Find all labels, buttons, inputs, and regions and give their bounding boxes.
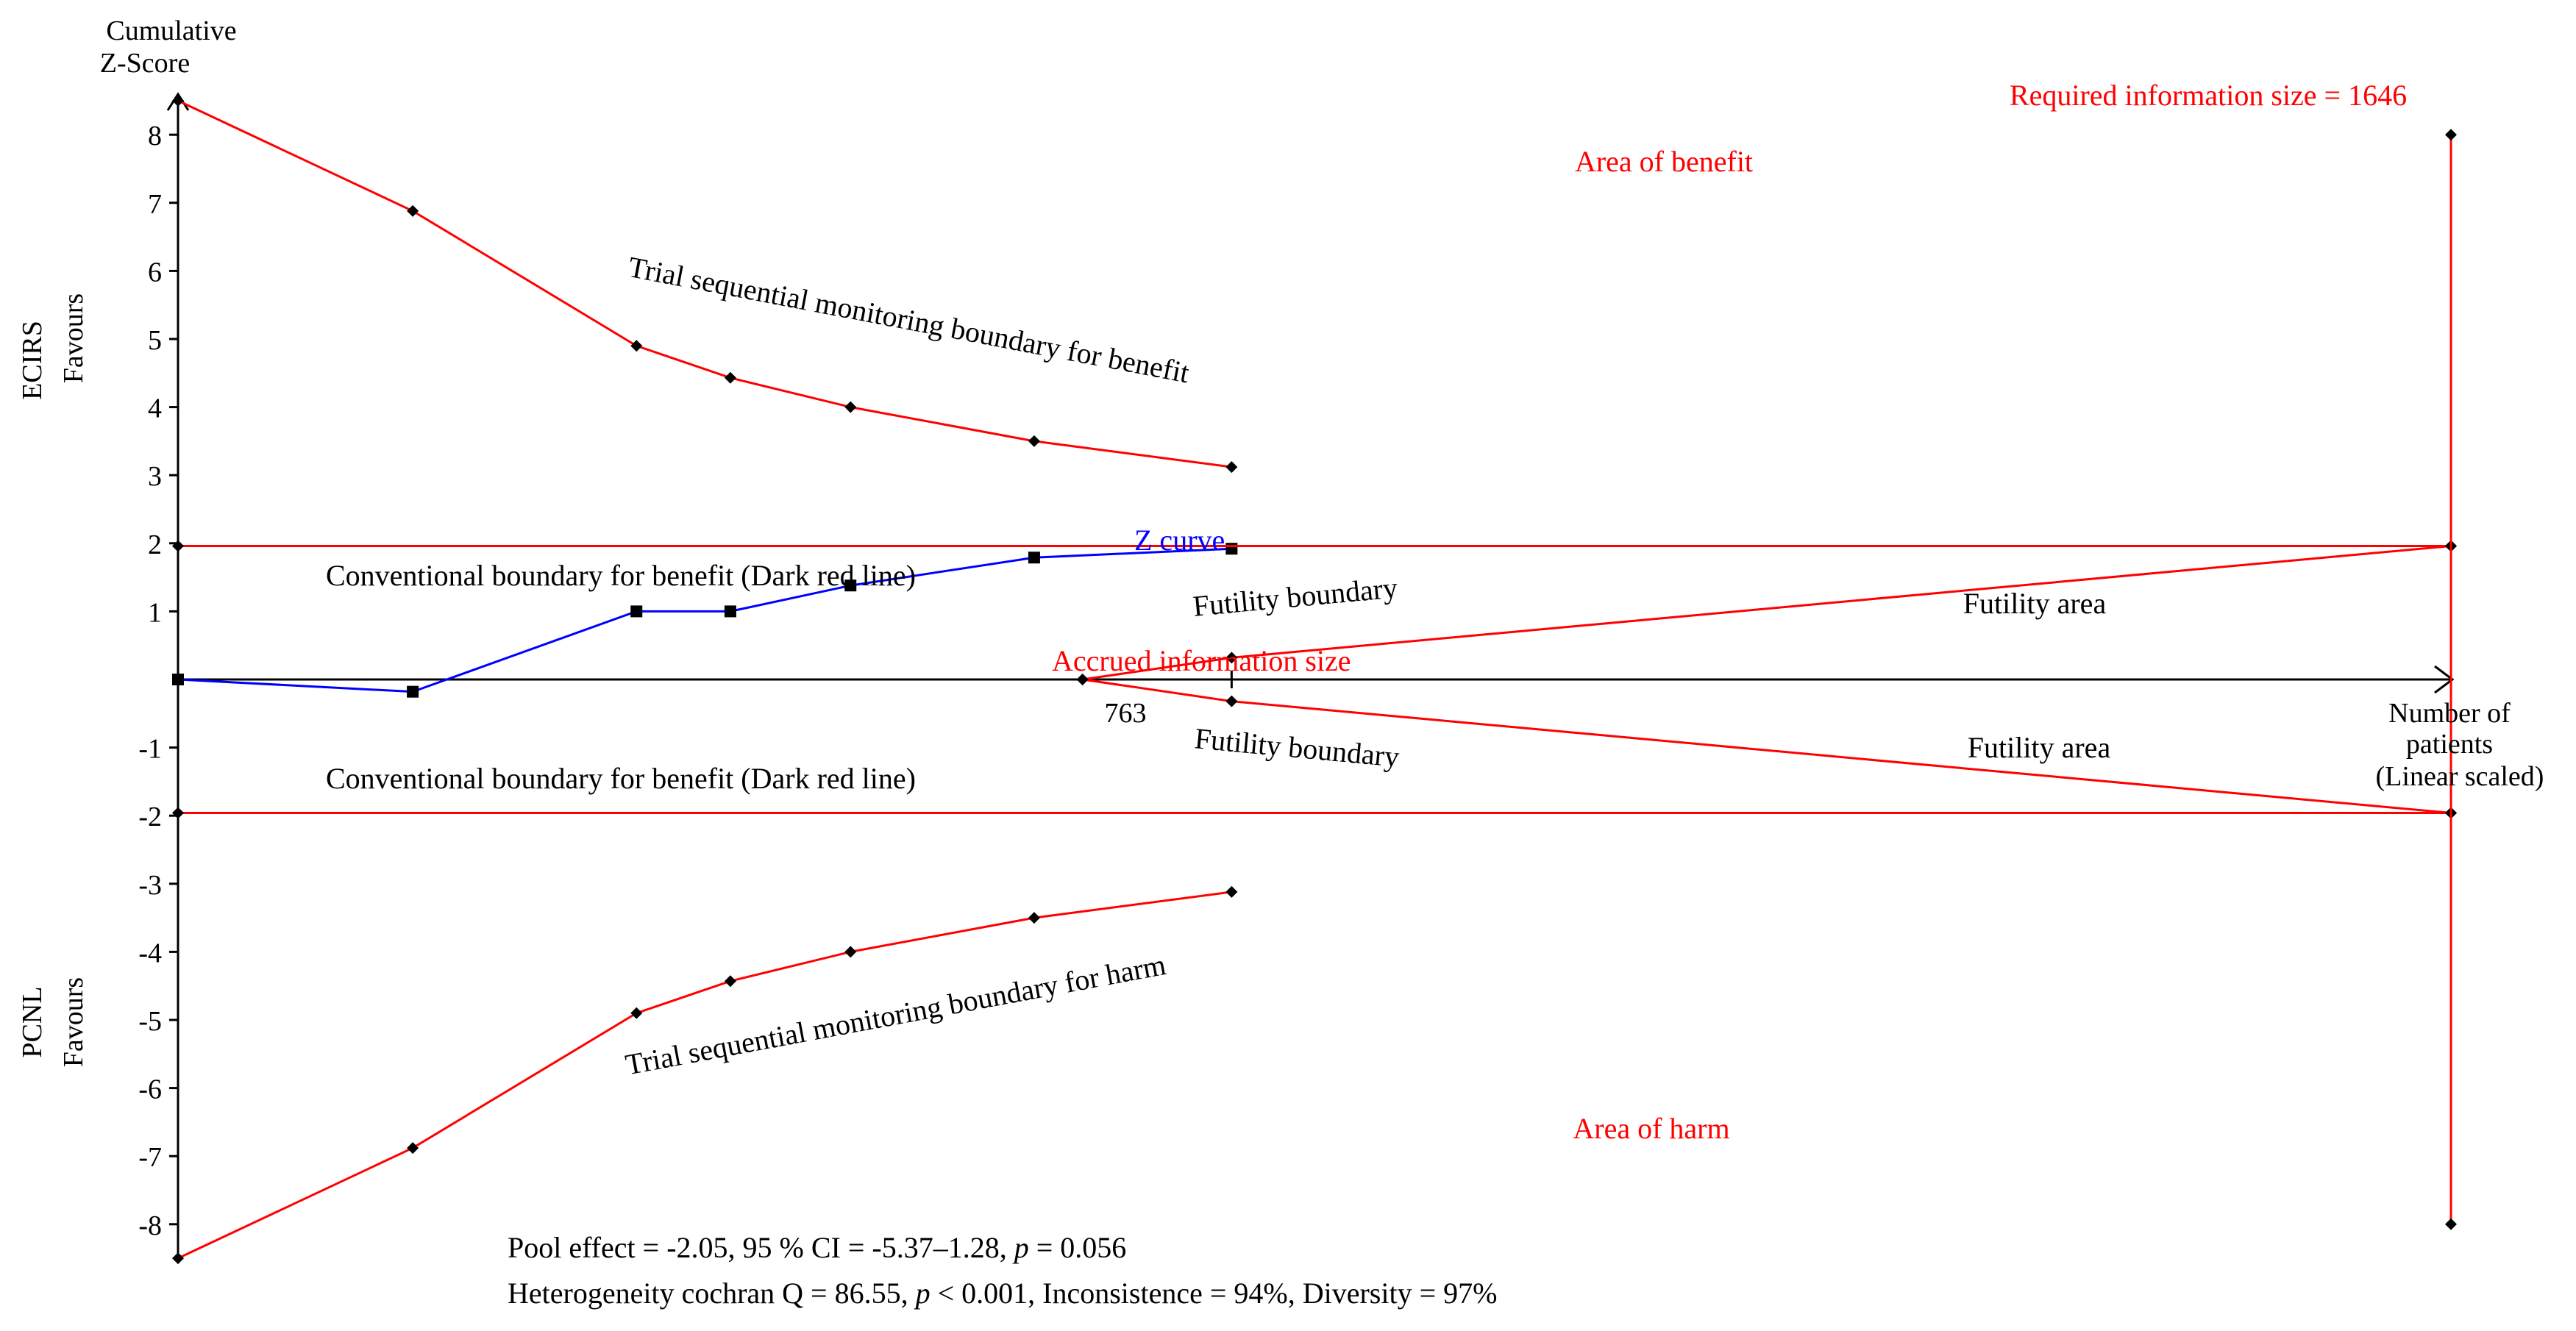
footer-line2-p: p <box>914 1277 931 1310</box>
data-point-square <box>1225 543 1238 555</box>
y-tick-label: 7 <box>148 189 162 220</box>
data-point-diamond <box>1225 885 1238 898</box>
tsm-harm-label: Trial sequential monitoring boundary for… <box>623 948 1169 1081</box>
area-of-benefit-label: Area of benefit <box>1575 145 1753 178</box>
series-7 <box>2445 129 2457 1230</box>
footer-line2-a: Heterogeneity cochran Q = 86.55, <box>508 1277 916 1310</box>
y-tick-label: -7 <box>138 1142 162 1173</box>
data-point-diamond <box>724 975 736 988</box>
footer-line1-a: Pool effect = -2.05, 95 % CI = -5.37–1.2… <box>508 1231 1014 1264</box>
data-point-diamond <box>844 401 857 413</box>
data-point-square <box>407 685 419 698</box>
favours-top-name: ECIRS <box>17 321 48 400</box>
y-tick-label: -1 <box>138 734 162 765</box>
series-1 <box>172 885 1238 1265</box>
favours-bottom-name: PCNL <box>17 986 48 1057</box>
y-tick-label: -2 <box>138 802 162 832</box>
data-point-square <box>1028 552 1040 564</box>
data-point-diamond <box>844 946 857 958</box>
area-of-harm-label: Area of harm <box>1573 1112 1729 1145</box>
footer-line2: Heterogeneity cochran Q = 86.55, p < 0.0… <box>508 1277 1497 1310</box>
data-point-diamond <box>172 1252 184 1265</box>
y-tick-label: 1 <box>148 597 162 628</box>
y-tick-label: -3 <box>138 870 162 901</box>
series-0 <box>172 94 1238 474</box>
data-point-diamond <box>630 340 643 352</box>
conv-benefit-upper-label: Conventional boundary for benefit (Dark … <box>326 559 916 592</box>
y-tick-label: 4 <box>148 393 162 424</box>
favours-top-word: Favours <box>58 293 89 383</box>
series-4 <box>172 807 2457 819</box>
footer-line1-b: = 0.056 <box>1029 1231 1127 1264</box>
x-axis-title-line1: Number of <box>2388 698 2511 729</box>
data-point-diamond <box>724 371 736 384</box>
data-point-diamond <box>172 807 184 819</box>
y-tick-label: 5 <box>148 325 162 356</box>
tsm-benefit-label: Trial sequential monitoring boundary for… <box>626 250 1192 389</box>
data-point-diamond <box>172 540 184 552</box>
data-point-diamond <box>1028 435 1040 447</box>
y-tick-label: -8 <box>138 1210 162 1241</box>
series-layer <box>172 94 2457 1265</box>
data-point-diamond <box>407 1142 419 1155</box>
y-tick-label: -5 <box>138 1006 162 1037</box>
y-tick-label: -6 <box>138 1074 162 1105</box>
y-tick-label: 3 <box>148 461 162 492</box>
x-axis-title-line3: (Linear scaled) <box>2376 761 2544 792</box>
futility-area-upper-label: Futility area <box>1963 587 2107 620</box>
y-tick-label: -4 <box>138 938 162 968</box>
y-tick-label: 2 <box>148 529 162 560</box>
accrued-info-size-label: Accrued information size <box>1052 644 1351 677</box>
series-3 <box>172 540 2457 552</box>
data-point-diamond <box>2445 1218 2457 1230</box>
data-point-square <box>724 605 736 618</box>
data-point-square <box>630 605 643 618</box>
annotations: Cumulative Z-Score ECIRS Favours PCNL Fa… <box>17 15 2544 1310</box>
data-point-diamond <box>630 1007 643 1019</box>
data-point-diamond <box>407 204 419 217</box>
data-point-diamond <box>1225 461 1238 474</box>
footer-line1-p: p <box>1012 1231 1029 1264</box>
y-tick-label: 8 <box>148 121 162 151</box>
data-point-diamond <box>1076 674 1089 685</box>
conv-benefit-lower-label: Conventional boundary for benefit (Dark … <box>326 762 916 795</box>
required-info-size-label: Required information size = 1646 <box>2010 79 2407 112</box>
y-tick-label: 6 <box>148 257 162 288</box>
data-point-diamond <box>2445 129 2457 141</box>
z-curve-label: Z curve <box>1134 524 1225 557</box>
data-point-diamond <box>1225 695 1238 707</box>
x-axis-title-line2: patients <box>2406 729 2493 760</box>
series-line <box>177 891 1232 1260</box>
y-axis-title-line1: Cumulative <box>106 15 236 46</box>
data-point-diamond <box>1225 652 1238 664</box>
futility-boundary-upper-label: Futility boundary <box>1192 571 1399 623</box>
data-point-square <box>172 674 184 685</box>
y-axis-title-line2: Z-Score <box>100 48 190 79</box>
data-point-square <box>844 579 857 592</box>
data-point-diamond <box>172 94 184 107</box>
data-point-diamond <box>1028 912 1040 924</box>
futility-area-lower-label: Futility area <box>1968 731 2111 764</box>
series-6 <box>1076 674 2457 819</box>
accrued-value-label: 763 <box>1105 698 1147 729</box>
axes: 8 7 6 5 4 3 2 1 -1 -2 -3 -4 -5 -6 -7 -8 <box>138 92 2455 1259</box>
futility-boundary-lower-label: Futility boundary <box>1193 721 1401 774</box>
x-axis-arrow <box>2434 665 2455 694</box>
favours-bottom-word: Favours <box>58 977 89 1067</box>
footer-line1: Pool effect = -2.05, 95 % CI = -5.37–1.2… <box>508 1231 1126 1264</box>
footer-line2-b: < 0.001, Inconsistence = 94%, Diversity … <box>931 1277 1498 1310</box>
